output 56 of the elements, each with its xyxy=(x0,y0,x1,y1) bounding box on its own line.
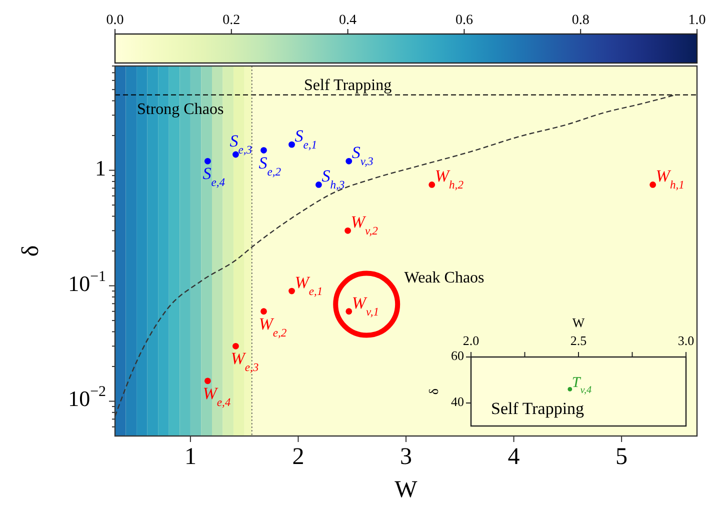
series-label: S$_{e,1}$ xyxy=(294,126,318,152)
series-label: S$_{e,4}$ xyxy=(202,164,226,189)
series-label: W$_{h,2}$ xyxy=(434,166,464,192)
series-label: W$_{e,1}$ xyxy=(294,273,323,298)
color-bar-label: 0.0 xyxy=(106,13,124,28)
point xyxy=(232,151,239,158)
point xyxy=(288,288,295,294)
series-label: T$_{v,4}$ xyxy=(572,375,592,396)
series-label: W$_{e,2}$ xyxy=(258,314,287,339)
series-label: W$_{v,2}$ xyxy=(350,212,378,238)
color-bar-label: 0.8 xyxy=(572,13,590,28)
annotation: Self Trapping xyxy=(491,399,585,418)
x-tick-label: 5 xyxy=(616,444,628,470)
color-bar-label: 0.4 xyxy=(339,13,357,28)
x-tick-label: 2 xyxy=(292,444,304,470)
series-label: S$_{v,3}$ xyxy=(352,143,374,168)
point xyxy=(204,158,211,164)
point xyxy=(260,147,267,154)
annotation: Weak Chaos xyxy=(404,269,484,286)
y-tick-label: 1 xyxy=(95,155,106,180)
x-tick-label: 3.0 xyxy=(678,333,694,348)
series-label: W$_{e,4}$ xyxy=(202,384,231,408)
y-axis-title: δ xyxy=(18,245,44,257)
point xyxy=(428,182,436,188)
y-tick-label: 10$^{−2}$ xyxy=(68,384,106,412)
series-label: W$_{h,1}$ xyxy=(656,166,684,192)
point xyxy=(346,158,352,164)
x-tick-label: 3 xyxy=(400,444,412,470)
color-bar-label: 0.2 xyxy=(222,13,240,28)
y-axis-title: δ xyxy=(426,388,441,395)
series-label: W$_{e,3}$ xyxy=(230,349,259,374)
y-tick-label: 60 xyxy=(451,348,464,363)
color-bar-label: 1.0 xyxy=(688,13,706,28)
x-tick-label: 1 xyxy=(184,444,196,470)
point xyxy=(316,182,322,188)
point xyxy=(650,182,656,188)
x-axis-title: W xyxy=(394,477,418,503)
series-label: S$_{e,3}$ xyxy=(230,132,252,156)
y-tick-label: 40 xyxy=(451,394,464,409)
x-tick-label: 2.0 xyxy=(462,333,480,348)
point xyxy=(204,378,211,384)
x-tick-label: 4 xyxy=(508,444,520,470)
x-tick-label: 2.5 xyxy=(570,333,587,348)
ref-line-label: Self Trapping xyxy=(304,76,392,94)
annotation: Strong Chaos xyxy=(137,101,224,118)
y-tick-label: 10$^{−1}$ xyxy=(68,269,106,296)
point xyxy=(288,141,295,148)
series-label: W$_{v,1}$ xyxy=(352,293,379,318)
series-label: S$_{h,3}$ xyxy=(322,166,345,192)
x-axis-title: W xyxy=(572,315,586,330)
point xyxy=(232,342,239,350)
point xyxy=(260,308,267,315)
series-label: S$_{e,2}$ xyxy=(258,153,282,178)
point xyxy=(346,308,352,315)
point xyxy=(344,227,351,234)
color-bar-label: 0.6 xyxy=(455,13,473,28)
